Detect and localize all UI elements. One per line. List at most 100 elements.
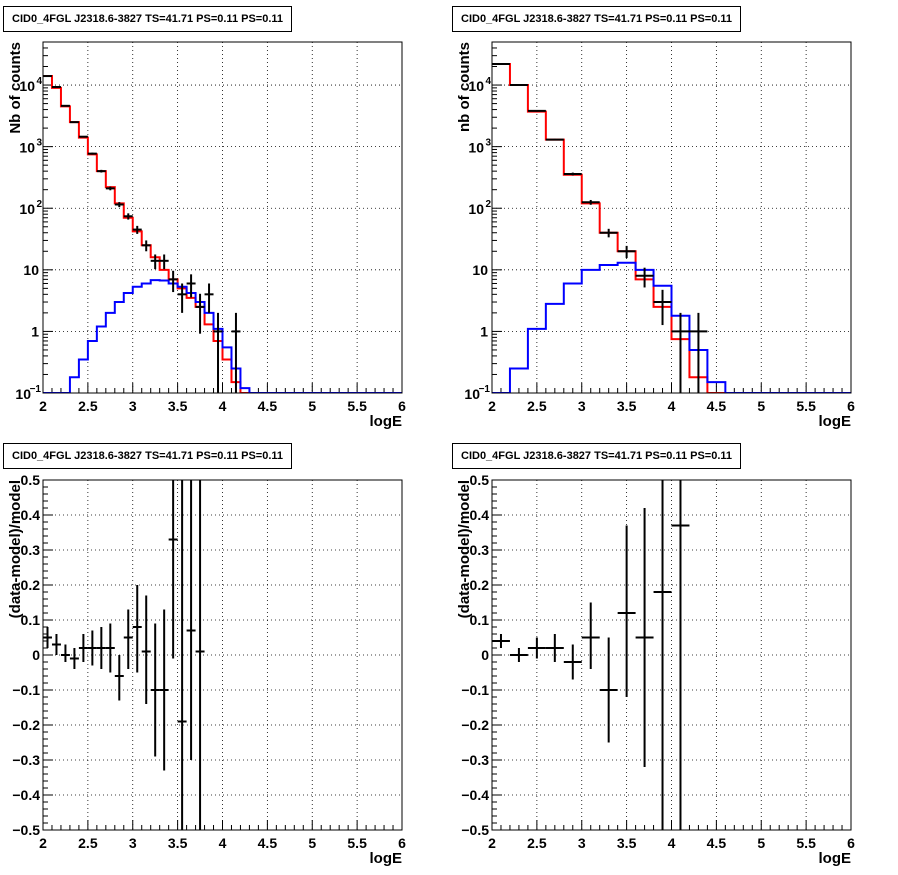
data-point <box>78 135 88 138</box>
data-point <box>69 648 79 669</box>
x-tick-label: 5.5 <box>347 398 367 414</box>
y-tick-label: 10 <box>468 201 484 217</box>
x-axis-label: logE <box>819 413 852 430</box>
x-tick-label: 2.5 <box>78 835 98 851</box>
data-point <box>195 293 205 334</box>
y-tick-exponent: 3 <box>36 138 42 149</box>
data-point <box>159 254 169 270</box>
y-tick-label: 10 <box>19 140 35 156</box>
y-tick-exponent: 2 <box>36 199 42 210</box>
x-tick-label: 2 <box>488 398 496 414</box>
y-tick-label: −0.2 <box>461 717 489 733</box>
data-point <box>177 480 187 830</box>
data-point <box>671 312 690 393</box>
x-tick-label: 3 <box>578 835 586 851</box>
data-point <box>509 84 528 87</box>
x-tick-label: 6 <box>847 835 855 851</box>
plot-frame <box>42 479 403 831</box>
x-tick-label: 6 <box>398 835 406 851</box>
plot-frame <box>491 41 852 394</box>
data-point <box>87 152 97 155</box>
y-tick-exponent: −1 <box>30 384 42 395</box>
y-tick-label: 10 <box>19 201 35 217</box>
data-point <box>159 609 169 771</box>
panel-title-top-left: CID0_4FGL J2318.6-3827 TS=41.71 PS=0.11 … <box>3 6 293 32</box>
y-tick-label: 0.3 <box>470 542 490 558</box>
x-tick-label: 5 <box>757 835 765 851</box>
data-point <box>78 634 88 662</box>
y-axis-label: Nb of counts <box>7 42 24 134</box>
y-tick-label: −0.4 <box>461 787 489 803</box>
x-tick-label: 5.5 <box>347 835 367 851</box>
y-tick-label: 0.2 <box>21 577 41 593</box>
data-point <box>599 637 618 743</box>
y-tick-label: 0.5 <box>21 472 41 488</box>
y-tick-label: 0.1 <box>21 612 41 628</box>
x-tick-label: 4 <box>219 398 227 414</box>
data-point <box>150 623 160 757</box>
data-point <box>69 121 79 124</box>
data-point <box>195 480 205 830</box>
y-tick-label: −0.1 <box>12 682 40 698</box>
data-point <box>617 525 636 697</box>
y-tick-label: 0 <box>481 647 489 663</box>
series-group <box>43 480 205 830</box>
plot-frame <box>491 479 852 831</box>
x-tick-label: 5.5 <box>796 835 816 851</box>
y-tick-label: 10 <box>23 262 39 278</box>
y-tick-label: 0 <box>32 647 40 663</box>
y-tick-label: 0.5 <box>470 472 490 488</box>
data-point <box>132 585 142 673</box>
y-tick-label: 0.2 <box>470 577 490 593</box>
model-total-step-line <box>492 62 851 393</box>
y-tick-label: 10 <box>472 262 488 278</box>
data-point <box>177 283 187 313</box>
y-tick-label: −0.2 <box>12 717 40 733</box>
y-tick-label: 10 <box>464 386 480 402</box>
y-tick-label: −0.3 <box>12 752 40 768</box>
y-tick-label: 1 <box>31 323 39 339</box>
x-tick-label: 3 <box>129 398 137 414</box>
data-point <box>87 630 97 666</box>
series-group <box>43 75 402 393</box>
y-tick-label: 10 <box>468 78 484 94</box>
data-point <box>96 169 106 173</box>
panel-bottom-right: 2 2.5 3 3.5 4 4.5 5 5.5 6 −0.5 −0.4 −0.3 −0.2 −0.1 0 0.… <box>456 472 855 867</box>
x-tick-label: 5.5 <box>796 398 816 414</box>
x-tick-label: 5 <box>308 835 316 851</box>
model-source-step-line <box>43 279 402 393</box>
x-tick-label: 4.5 <box>707 398 727 414</box>
y-tick-exponent: −1 <box>479 384 491 395</box>
data-point <box>581 602 600 669</box>
data-point <box>123 213 133 220</box>
data-point <box>563 644 582 680</box>
panel-title-bottom-right: CID0_4FGL J2318.6-3827 TS=41.71 PS=0.11 … <box>452 443 742 469</box>
x-tick-label: 5 <box>757 398 765 414</box>
data-point <box>204 283 214 313</box>
x-tick-label: 4.5 <box>258 835 278 851</box>
data-point <box>599 228 618 238</box>
x-tick-label: 2.5 <box>78 398 98 414</box>
panel-title-top-right: CID0_4FGL J2318.6-3827 TS=41.71 PS=0.11 … <box>452 6 742 32</box>
series-group <box>492 62 851 393</box>
y-tick-exponent: 3 <box>485 138 491 149</box>
y-tick-label: −0.1 <box>461 682 489 698</box>
y-tick-exponent: 4 <box>485 76 491 87</box>
x-tick-label: 2.5 <box>527 835 547 851</box>
data-point <box>213 312 223 393</box>
data-point <box>105 623 115 673</box>
panel-bottom-left: 2 2.5 3 3.5 4 4.5 5 5.5 6 −0.5 −0.4 −0.3 −0.2 −0.1 0 0.… <box>7 472 406 867</box>
x-tick-label: 4.5 <box>258 398 278 414</box>
y-tick-label: −0.3 <box>461 752 489 768</box>
x-tick-label: 2 <box>39 398 47 414</box>
x-tick-label: 4 <box>668 398 676 414</box>
data-point <box>96 627 106 669</box>
panel-title-bottom-left: CID0_4FGL J2318.6-3827 TS=41.71 PS=0.11 … <box>3 443 293 469</box>
y-tick-exponent: 4 <box>36 76 42 87</box>
data-point <box>141 240 151 252</box>
data-point <box>563 172 582 176</box>
data-point <box>492 634 510 648</box>
